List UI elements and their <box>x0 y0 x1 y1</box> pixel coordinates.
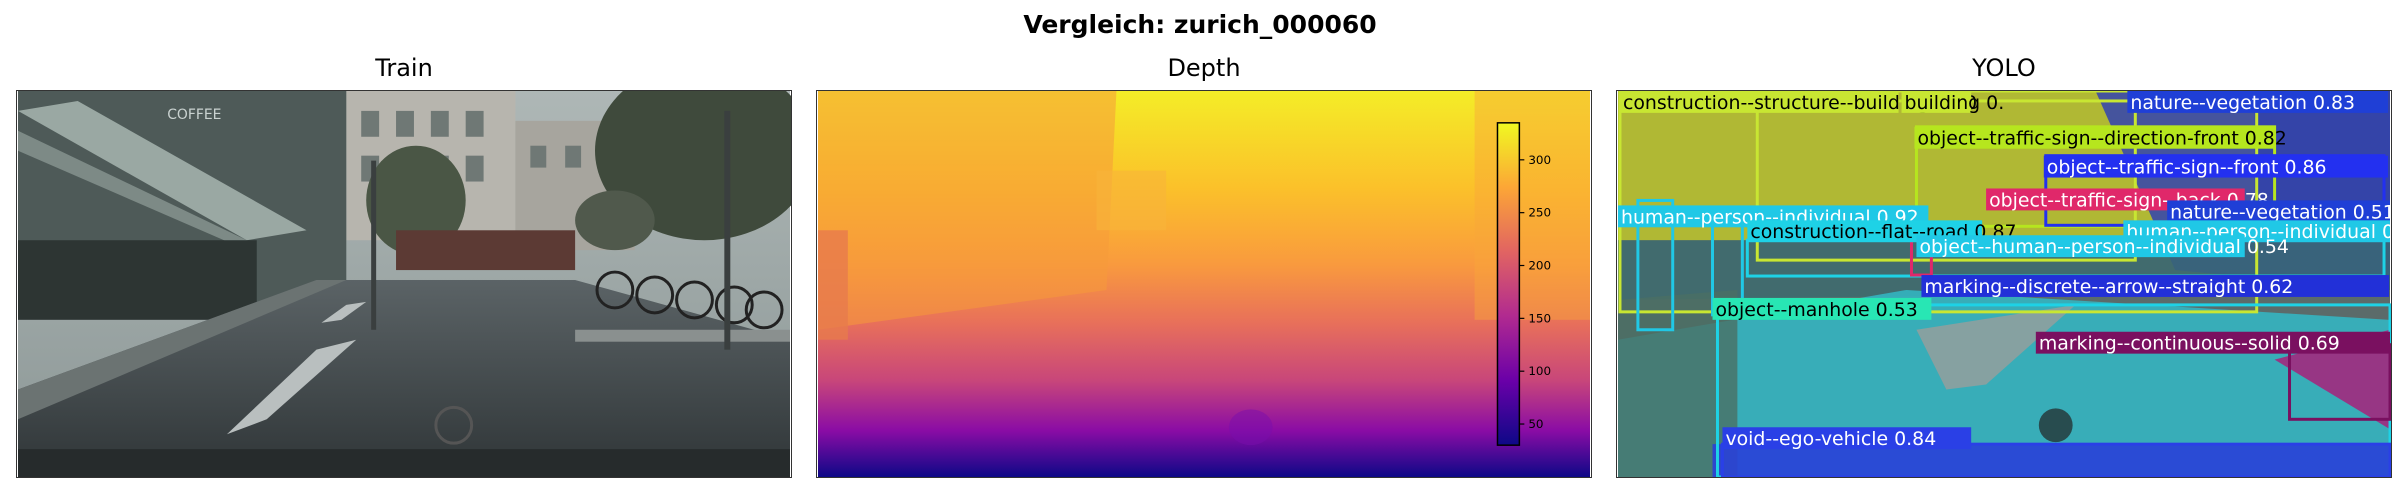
detection-label-text: object--traffic-sign--front 0.86 <box>2047 157 2327 179</box>
detection-label-text: marking--continuous--solid 0.69 <box>2039 333 2340 355</box>
detection-label-text: nature--vegetation 0.83 <box>2130 92 2355 114</box>
detection-label-text: construction--structure--building 0.70 <box>1623 92 1977 114</box>
detection-label-bg <box>1914 126 2275 149</box>
coffee-sign: COFFEE <box>167 107 221 123</box>
detection-label-text: void--ego-vehicle 0.84 <box>1725 428 1936 450</box>
detection-label: object--manhole 0.53 <box>1712 297 1932 321</box>
detection-label-bg <box>1901 91 1972 113</box>
detection-label: nature--vegetation 0.51 <box>2167 200 2391 223</box>
detection-label-bg <box>2167 200 2390 223</box>
detection-label: marking--discrete--arrow--straight 0.62 <box>1921 275 2390 298</box>
yolo-detections: construction--structure--building 0.70bu… <box>1618 91 2391 477</box>
detection-labels: construction--structure--building 0.70bu… <box>1618 91 2391 450</box>
colorbar-tick-label: 100 <box>1528 364 1551 378</box>
detection-label: marking--continuous--solid 0.69 <box>2035 331 2390 355</box>
detection-label-bg <box>1921 275 2390 297</box>
detection-label-text: nature--vegetation 0.51 <box>2170 201 2391 223</box>
street-photo: COFFEE <box>18 91 791 477</box>
yolo-panel: construction--structure--building 0.70 bu… <box>1616 90 2392 478</box>
detection-label-text: object--traffic-sign--direction-front 0.… <box>1917 128 2286 150</box>
colorbar-ticks: 50 100 150 200 250 300 <box>1519 153 1551 431</box>
detection-label-text: building 0. <box>1905 92 2005 114</box>
detection-label: object--traffic-sign--front 0.86 <box>2043 155 2389 179</box>
colorbar-tick-label: 250 <box>1528 206 1551 220</box>
colorbar-tick-label: 50 <box>1528 417 1543 431</box>
depth-colorbar <box>1496 122 1521 446</box>
colorbar-tick-label: 300 <box>1528 153 1551 167</box>
detection-label-text: object--human--person--individual 0.54 <box>1919 236 2289 258</box>
detection-label-bg <box>1916 235 2245 258</box>
detection-label-bg <box>2035 331 2390 354</box>
detection-label: object--traffic-sign--direction-front 0.… <box>1914 126 2287 150</box>
detection-label: building 0. <box>1901 91 2005 114</box>
detection-label-text: object--manhole 0.53 <box>1715 299 1917 321</box>
detection-label-text: marking--discrete--arrow--straight 0.62 <box>1924 276 2293 298</box>
detection-label: construction--structure--building 0.70 <box>1619 91 1977 114</box>
colorbar-tick-label: 150 <box>1528 311 1551 325</box>
colorbar-tick-label: 200 <box>1528 258 1551 272</box>
depth-map-panel: 50 100 150 200 250 300 <box>816 90 1592 478</box>
detection-label: void--ego-vehicle 0.84 <box>1722 427 1972 450</box>
detection-label-bg <box>2043 155 2389 178</box>
detection-label-bg <box>2127 91 2389 113</box>
panel-title-yolo: YOLO <box>1972 54 2036 82</box>
figure-title: Vergleich: zurich_000060 <box>1023 10 1377 39</box>
panel-title-train: Train <box>375 54 433 82</box>
detection-label: nature--vegetation 0.83 <box>2127 91 2389 114</box>
detection-label-bg <box>1722 427 1972 450</box>
detection-label: object--human--person--individual 0.54 <box>1916 235 2289 258</box>
train-image-panel: COFFEE <box>16 90 792 478</box>
detection-label-bg <box>1619 91 1899 113</box>
panel-title-depth: Depth <box>1167 54 1241 82</box>
depth-map: 50 100 150 200 250 300 <box>818 91 1590 477</box>
detection-label-bg <box>1712 297 1932 320</box>
